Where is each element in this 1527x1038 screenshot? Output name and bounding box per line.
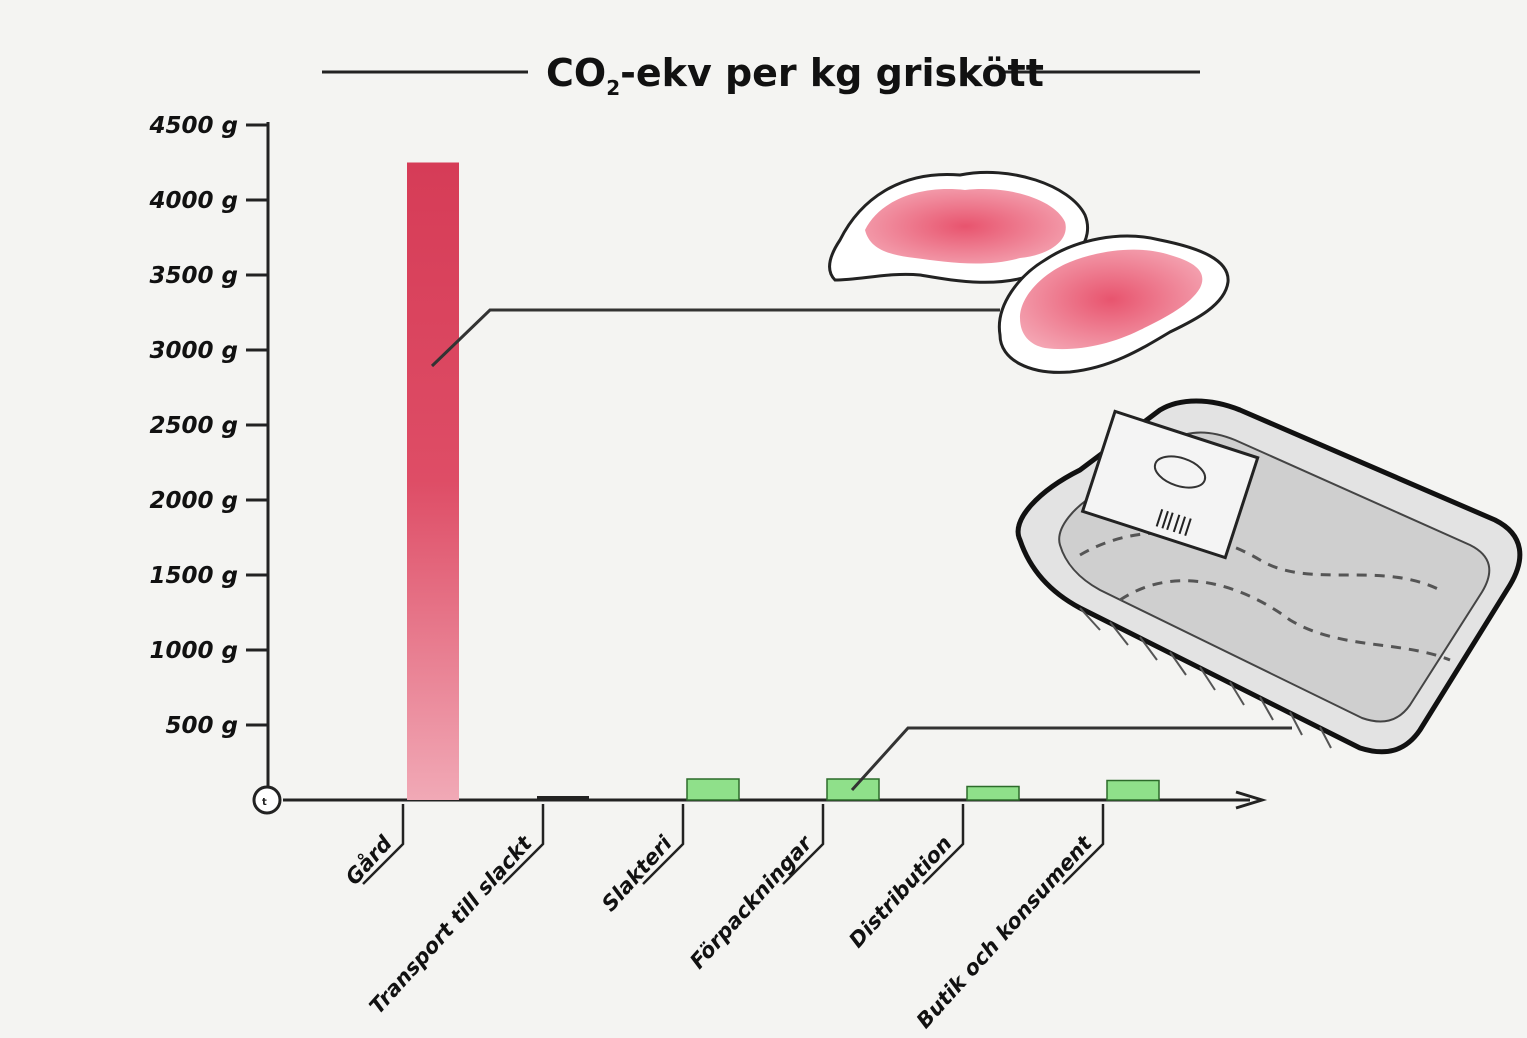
title-text: CO2-ekv per kg griskött (546, 51, 1044, 100)
bar-4 (966, 785, 1020, 801)
y-tick-label: 3500 g (150, 263, 239, 289)
y-tick-label: 2500 g (150, 413, 239, 439)
category-leader (782, 804, 825, 885)
category-label: Förpackningar (685, 830, 818, 973)
category-label: Distribution (844, 831, 956, 952)
axis-origin (252, 785, 282, 815)
category-leader (362, 804, 405, 885)
y-ticks: 500 g 1000 g 1500 g 2000 g 2500 g 3000 g 3500 … (149, 113, 268, 739)
chart-title: CO2-ekv per kg griskött (322, 51, 1200, 100)
pork-chops-illustration (828, 170, 1230, 374)
category-label: Slakteri (597, 831, 677, 916)
category-leader (1062, 804, 1105, 885)
bar-1 (537, 796, 589, 800)
category-label: Transport till slackt (365, 831, 538, 1019)
x-axis-arrow (1235, 790, 1268, 810)
bar-5 (1106, 779, 1160, 801)
y-tick-label: 2000 g (150, 488, 239, 514)
category-leader (502, 804, 545, 885)
axis-origin-mark: t (262, 797, 267, 808)
y-tick-label: 4000 g (149, 188, 239, 214)
bar-0 (407, 162, 459, 800)
y-tick-label: 3000 g (150, 338, 239, 364)
y-tick-label: 1500 g (150, 563, 239, 589)
y-tick-label: 4500 g (149, 113, 239, 139)
bars (407, 162, 1160, 801)
category-leader (642, 804, 685, 885)
meat-tray-package-illustration (1015, 398, 1523, 755)
package-callout-line (850, 726, 1292, 792)
y-tick-label: 500 g (166, 713, 238, 739)
y-tick-label: 1000 g (150, 638, 239, 664)
category-leader (922, 804, 965, 885)
meat-callout-line (430, 308, 1000, 368)
bar-2 (686, 778, 740, 801)
